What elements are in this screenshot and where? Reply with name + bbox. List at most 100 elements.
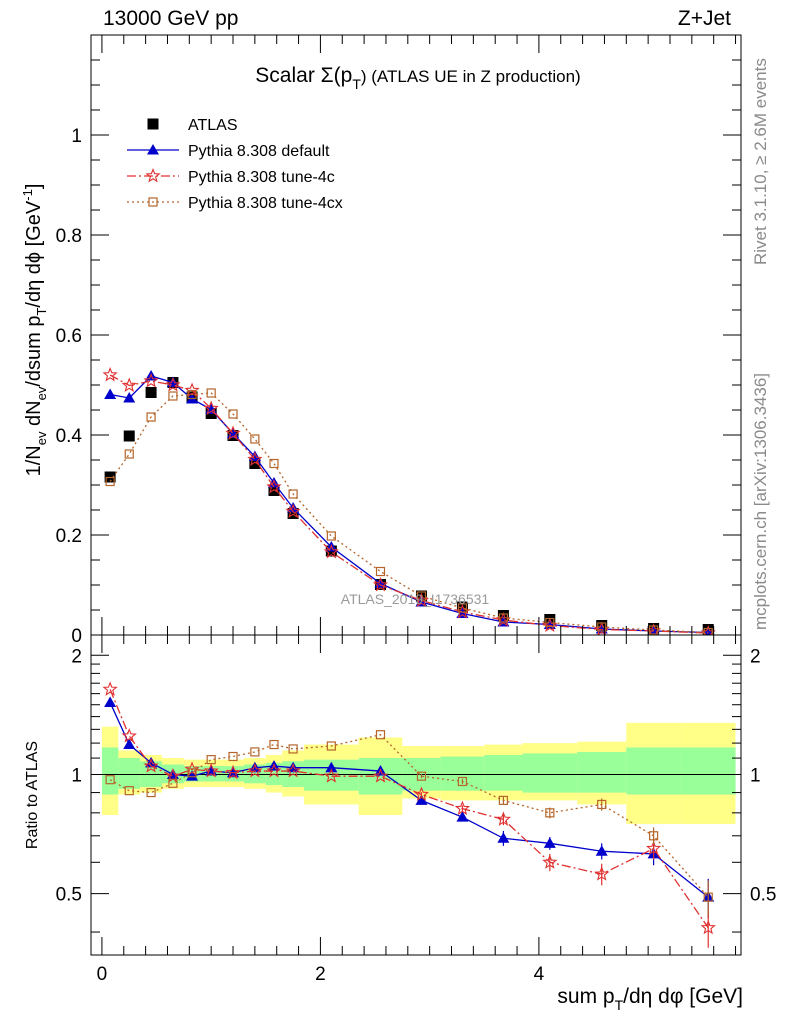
ratio-point bbox=[415, 794, 428, 805]
legend-label: Pythia 8.308 tune-4c bbox=[188, 169, 335, 186]
ratio-band-inner bbox=[626, 747, 681, 795]
main-point bbox=[165, 376, 181, 392]
main-y-tick-label: 0.4 bbox=[56, 426, 83, 447]
ratio-band-inner bbox=[101, 747, 119, 795]
ratio-point bbox=[457, 776, 468, 787]
ratio-point bbox=[203, 763, 219, 778]
main-point bbox=[250, 434, 260, 444]
main-point bbox=[203, 400, 219, 415]
ratio-point bbox=[287, 761, 300, 773]
ratio-point bbox=[250, 747, 260, 757]
main-point bbox=[545, 617, 555, 628]
x-tick-label: 0 bbox=[97, 964, 108, 985]
ratio-point bbox=[123, 738, 136, 750]
ratio-point bbox=[168, 778, 178, 788]
ratio-uncertainty-bands bbox=[101, 722, 736, 824]
chart-title-tail: ) (ATLAS UE in Z production) bbox=[361, 67, 581, 86]
main-point bbox=[375, 566, 386, 577]
legend-marker bbox=[147, 144, 159, 155]
ratio-point bbox=[228, 751, 238, 762]
main-point bbox=[247, 451, 263, 466]
ratio-point bbox=[146, 787, 156, 798]
legend-label: Pythia 8.308 default bbox=[188, 143, 330, 160]
legend-marker bbox=[147, 118, 159, 130]
ratio-point bbox=[649, 831, 659, 841]
main-y-tick-label: 0.8 bbox=[56, 226, 82, 247]
ratio-y-tick-label-right: 1 bbox=[750, 765, 761, 786]
main-point bbox=[542, 617, 558, 632]
main-point bbox=[457, 603, 468, 613]
ratio-point bbox=[104, 696, 117, 707]
ratio-point bbox=[413, 786, 430, 801]
main-y-tick-label: 0 bbox=[71, 626, 82, 647]
side-label-mcplots: mcplots.cern.ch [arXiv:1306.3436] bbox=[751, 373, 770, 630]
main-point bbox=[703, 627, 713, 635]
ratio-point bbox=[498, 795, 508, 805]
ratio-point bbox=[372, 768, 389, 783]
ratio-y-axis-label: Ratio to ATLAS bbox=[24, 741, 41, 849]
ratio-point bbox=[206, 755, 216, 765]
ratio-series-layer bbox=[102, 681, 716, 948]
main-point bbox=[249, 458, 261, 469]
ratio-point bbox=[105, 775, 115, 785]
x-tick-label: 2 bbox=[315, 964, 326, 985]
ratio-point bbox=[225, 764, 241, 780]
main-point bbox=[248, 450, 261, 461]
main-point bbox=[124, 449, 134, 459]
ratio-point bbox=[545, 808, 555, 818]
ratio-point bbox=[325, 761, 338, 773]
ratio-point bbox=[594, 866, 610, 881]
ratio-band-inner bbox=[522, 753, 578, 793]
ratio-point bbox=[121, 728, 137, 743]
watermark-analysis-id: ATLAS_2019_I1736531 bbox=[341, 591, 490, 607]
ratio-point bbox=[285, 763, 301, 778]
main-point bbox=[498, 613, 508, 623]
x-tick-label: 4 bbox=[534, 964, 545, 985]
main-y-axis-label: 1/Nev dNev/dsum pT/dη dϕ [GeV-1] bbox=[20, 184, 49, 477]
ratio-point bbox=[187, 768, 197, 778]
ratio-series-2 bbox=[105, 730, 713, 916]
x-axis-label-sub: T bbox=[615, 997, 624, 1013]
ratio-point bbox=[456, 811, 469, 822]
chart-title-sub: T bbox=[352, 76, 361, 92]
ratio-point bbox=[700, 919, 716, 935]
main-point bbox=[145, 387, 157, 398]
main-point bbox=[268, 485, 280, 496]
ratio-point bbox=[416, 771, 427, 781]
main-point bbox=[102, 366, 118, 382]
main-point bbox=[700, 624, 716, 635]
main-point bbox=[594, 621, 610, 635]
ratio-point bbox=[124, 786, 134, 796]
main-series-line bbox=[109, 392, 709, 634]
main-series-line bbox=[109, 374, 709, 634]
legend-item-0: ATLAS bbox=[147, 117, 238, 134]
ratio-band-inner bbox=[577, 751, 627, 793]
main-point bbox=[123, 392, 136, 403]
main-point bbox=[323, 543, 339, 559]
main-series-layer bbox=[102, 366, 716, 635]
main-point bbox=[228, 409, 238, 419]
ratio-point bbox=[288, 744, 298, 754]
main-point bbox=[184, 382, 200, 397]
header-left-label: 13000 GeV pp bbox=[103, 7, 238, 30]
ratio-band-inner bbox=[358, 758, 403, 795]
main-point bbox=[288, 489, 298, 499]
main-point bbox=[168, 391, 178, 401]
ratio-y-tick-label-left: 2 bbox=[71, 646, 82, 667]
ratio-point bbox=[543, 837, 556, 848]
ratio-point bbox=[102, 681, 118, 696]
main-point bbox=[413, 592, 430, 607]
ratio-point bbox=[143, 758, 159, 773]
legend-label: ATLAS bbox=[188, 117, 238, 134]
main-y-tick-label: 1 bbox=[71, 126, 82, 147]
x-axis-label-tail: /dη dφ [GeV] bbox=[623, 985, 743, 1008]
ratio-point bbox=[375, 730, 386, 740]
main-point bbox=[372, 576, 389, 592]
side-label-rivet: Rivet 3.1.10, ≥ 2.6M events bbox=[751, 58, 770, 265]
main-point bbox=[416, 591, 427, 601]
ratio-y-tick-label-right: 0.5 bbox=[750, 885, 776, 906]
ratio-point bbox=[248, 761, 261, 773]
main-point bbox=[123, 430, 135, 442]
ratio-point bbox=[323, 768, 339, 783]
